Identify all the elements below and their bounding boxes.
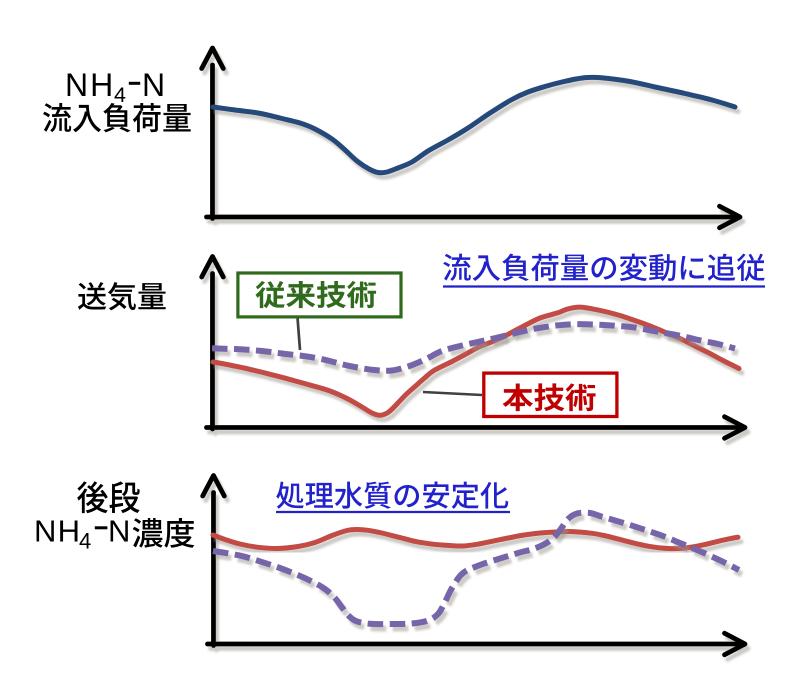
svg-text:N: N — [108, 514, 130, 549]
svg-text:N: N — [142, 67, 165, 103]
svg-text:4: 4 — [79, 529, 91, 554]
svg-text:NH: NH — [34, 514, 81, 549]
svg-text:NH: NH — [65, 67, 115, 103]
svg-text:4: 4 — [114, 83, 126, 107]
